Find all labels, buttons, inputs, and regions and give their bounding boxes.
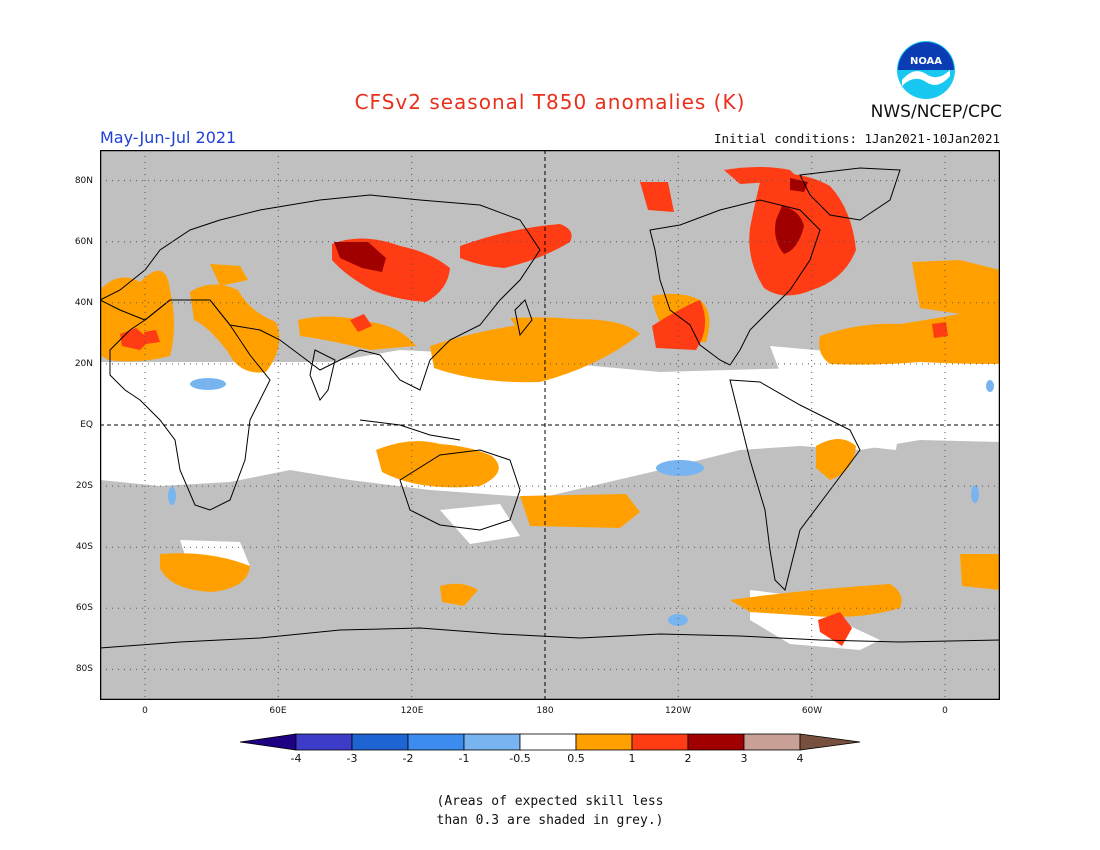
colorbar-swatch <box>519 733 577 751</box>
forecast-period: May-Jun-Jul 2021 <box>100 128 237 147</box>
colorbar-label: -3 <box>346 752 358 765</box>
lat-label: 40N <box>74 298 93 308</box>
colorbar-swatch <box>743 733 801 751</box>
colorbar-swatch <box>351 733 409 751</box>
colorbar-label: -1 <box>458 752 470 765</box>
lon-label: 180 <box>536 706 554 716</box>
colorbar-label: 3 <box>740 752 748 765</box>
cool-anomaly-05-1 <box>168 378 994 626</box>
anomaly-map <box>100 150 1000 700</box>
footnote-line-1: (Areas of expected skill less <box>436 794 664 809</box>
lat-lon-grid <box>100 150 1000 700</box>
coastlines <box>100 167 1000 649</box>
colorbar-label: 1 <box>628 752 636 765</box>
colorbar-swatch <box>463 733 521 751</box>
colorbar-label: -4 <box>290 752 302 765</box>
colorbar-low-arrow <box>239 733 297 751</box>
lat-label: EQ <box>80 420 93 430</box>
map-frame <box>100 150 1000 700</box>
lon-label: 0 <box>942 706 948 716</box>
lon-label: 120W <box>664 706 692 716</box>
map-title: CFSv2 seasonal T850 anomalies (K) <box>354 90 746 114</box>
colorbar-label: 4 <box>796 752 804 765</box>
footnote-line-2: than 0.3 are shaded in grey.) <box>436 813 664 828</box>
lat-label: 60N <box>74 237 93 247</box>
lat-label: 20S <box>75 481 93 491</box>
colorbar <box>239 733 861 751</box>
noaa-logo-icon: NOAA <box>897 41 955 99</box>
lat-label: 60S <box>75 603 93 613</box>
colorbar-swatch <box>687 733 745 751</box>
lat-label: 80S <box>75 664 93 674</box>
lon-label: 60E <box>269 706 287 716</box>
lat-label: 80N <box>74 176 93 186</box>
logo-text: NOAA <box>910 56 942 67</box>
lat-label: 40S <box>75 542 93 552</box>
skill-footnote: (Areas of expected skill less than 0.3 a… <box>350 792 750 830</box>
colorbar-swatch <box>575 733 633 751</box>
initial-conditions: Initial conditions: 1Jan2021-10Jan2021 <box>714 131 1000 146</box>
colorbar-swatch <box>631 733 689 751</box>
lon-label: 60W <box>801 706 823 716</box>
lat-label: 20N <box>74 359 93 369</box>
colorbar-swatch <box>295 733 353 751</box>
agency-label: NWS/NCEP/CPC <box>870 102 1002 122</box>
colorbar-label: 0.5 <box>567 752 585 765</box>
colorbar-swatch <box>407 733 465 751</box>
colorbar-label: 2 <box>684 752 692 765</box>
lon-label: 0 <box>142 706 148 716</box>
colorbar-label: -2 <box>402 752 414 765</box>
colorbar-label: -0.5 <box>509 752 531 765</box>
colorbar-high-arrow <box>799 733 861 751</box>
lon-label: 120E <box>400 706 424 716</box>
